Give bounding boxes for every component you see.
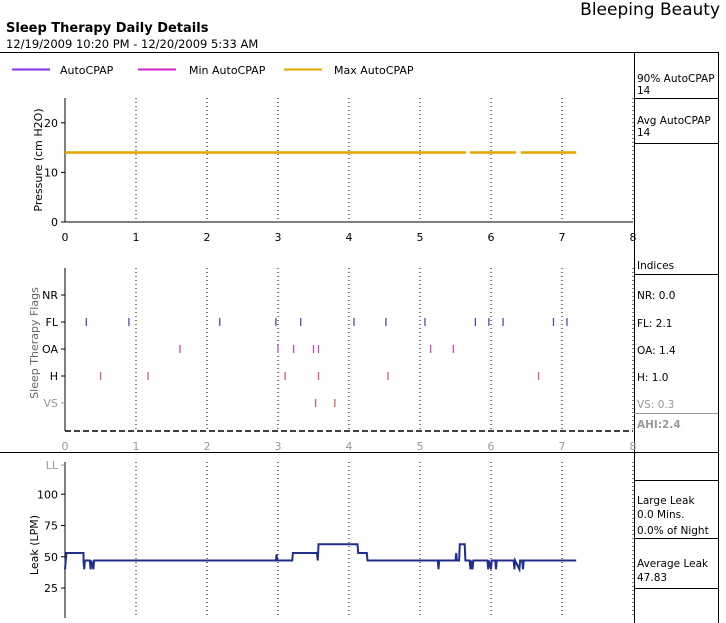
avg-autocpap-value: 14	[637, 127, 651, 139]
pressure-y-tick-label: 0	[51, 216, 58, 229]
legend: AutoCPAP Min AutoCPAP Max AutoCPAP	[12, 64, 414, 77]
pressure-x-tick-label: 2	[204, 231, 211, 244]
date-range: 12/19/2009 10:20 PM - 12/20/2009 5:33 AM	[6, 37, 259, 51]
flags-axis-label: Sleep Therapy Flags	[28, 287, 41, 399]
side-panel: 90% AutoCPAP 14 Avg AutoCPAP 14 Indices …	[637, 73, 715, 584]
pressure-x-tick-label: 6	[488, 231, 495, 244]
p90-autocpap-value: 14	[637, 85, 651, 97]
legend-min-autocpap-label: Min AutoCPAP	[189, 64, 266, 77]
pressure-y-tick-label: 10	[44, 166, 58, 179]
flags-x-tick-label: 6	[488, 440, 495, 453]
ahi-index: AHI:2.4	[637, 419, 681, 431]
pressure-x-tick-label: 3	[275, 231, 282, 244]
flags-x-tick-label: 4	[346, 440, 353, 453]
pressure-x-tick-label: 8	[630, 231, 637, 244]
h-index: H: 1.0	[637, 372, 668, 384]
leak-axis-label: Leak (LPM)	[28, 515, 41, 575]
pressure-x-tick-label: 5	[417, 231, 424, 244]
pressure-axis-label: Pressure (cm H2O)	[32, 108, 45, 211]
avg-autocpap-label: Avg AutoCPAP	[637, 115, 711, 127]
flags-category-label: FL	[46, 316, 59, 329]
flags-x-tick-label: 5	[417, 440, 424, 453]
pressure-x-tick-label: 1	[133, 231, 140, 244]
flags-x-tick-label: 0	[62, 440, 69, 453]
flags-x-tick-label: 8	[630, 440, 637, 453]
flags-category-label: NR	[42, 289, 58, 302]
report-frame	[0, 52, 719, 623]
flags-category-label: OA	[42, 343, 58, 356]
legend-max-autocpap-label: Max AutoCPAP	[334, 64, 414, 77]
flags-x-tick-label: 3	[275, 440, 282, 453]
oa-index: OA: 1.4	[637, 345, 676, 357]
leak-y-tick-label: 25	[44, 582, 58, 595]
average-leak-value: 47.83	[637, 572, 667, 584]
large-leak-mins: 0.0 Mins.	[637, 509, 684, 521]
nr-index: NR: 0.0	[637, 290, 675, 302]
leak-y-tick-label: 100	[37, 488, 58, 501]
fl-index: FL: 2.1	[637, 318, 672, 330]
brand-title: Bleeping Beauty	[580, 0, 720, 20]
vs-index: VS: 0.3	[637, 399, 674, 411]
flags-category-label: H	[50, 370, 58, 383]
flags-x-tick-label: 2	[204, 440, 211, 453]
pressure-x-tick-label: 0	[62, 231, 69, 244]
large-leak-label: Large Leak	[637, 495, 695, 507]
pressure-x-tick-label: 4	[346, 231, 353, 244]
average-leak-label: Average Leak	[637, 558, 709, 570]
indices-label: Indices	[637, 260, 674, 272]
large-leak-percent: 0.0% of Night	[637, 525, 709, 537]
legend-autocpap-label: AutoCPAP	[60, 64, 114, 77]
pressure-x-tick-label: 7	[559, 231, 566, 244]
flags-x-tick-label: 1	[133, 440, 140, 453]
leak-y-tick-label: 50	[44, 551, 58, 564]
flags-x-tick-label: 7	[559, 440, 566, 453]
plots-area: 0 10 20 0 1 2 3 4 5 6 7 8 NR FL OA H VS 0 1 2 3 4 5 6 7 8 25 50 75 10…	[37, 98, 637, 618]
report-title: Sleep Therapy Daily Details	[6, 21, 209, 36]
p90-autocpap-label: 90% AutoCPAP	[637, 73, 715, 85]
flags-category-label: VS	[43, 397, 58, 410]
leak-line	[64, 543, 577, 574]
leak-y-tick-label: LL	[46, 459, 59, 472]
leak-y-tick-label: 75	[44, 520, 58, 533]
pressure-y-tick-label: 20	[44, 117, 58, 130]
